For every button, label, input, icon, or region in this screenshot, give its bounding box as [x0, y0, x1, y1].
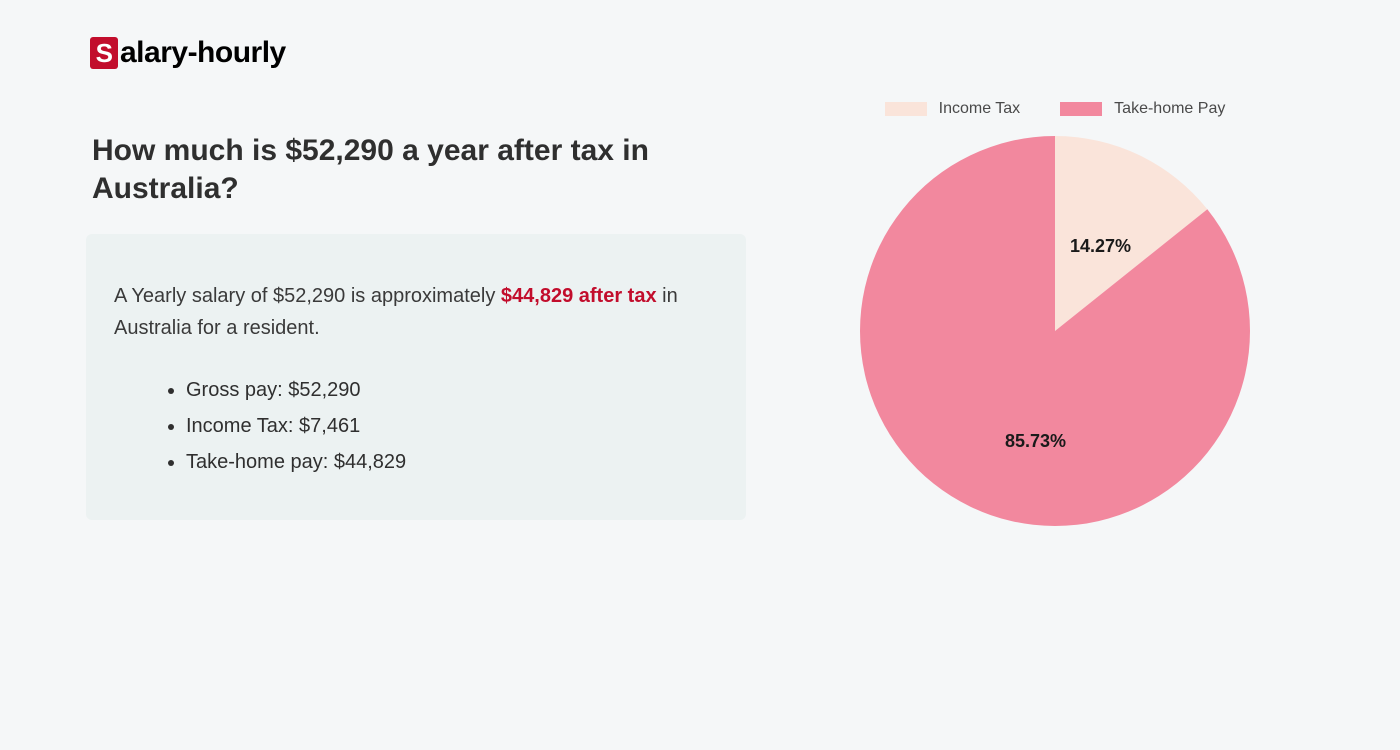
slice-label: 85.73%	[1005, 431, 1066, 452]
brand-logo: Salary-hourly	[90, 36, 286, 70]
logo-badge: S	[90, 37, 118, 69]
list-item: Gross pay: $52,290	[186, 372, 718, 408]
pie-chart-region: Income Tax Take-home Pay 14.27% 85.73%	[830, 100, 1280, 526]
legend-label: Take-home Pay	[1114, 100, 1225, 118]
summary-list: Gross pay: $52,290 Income Tax: $7,461 Ta…	[114, 372, 718, 480]
list-item: Take-home pay: $44,829	[186, 444, 718, 480]
page-title: How much is $52,290 a year after tax in …	[92, 132, 712, 207]
slice-label: 14.27%	[1070, 236, 1131, 257]
legend-item: Income Tax	[885, 100, 1021, 118]
summary-sentence: A Yearly salary of $52,290 is approximat…	[114, 280, 718, 344]
legend-item: Take-home Pay	[1060, 100, 1225, 118]
legend-swatch	[885, 102, 927, 116]
summary-highlight: $44,829 after tax	[501, 285, 657, 307]
pie-chart: 14.27% 85.73%	[860, 136, 1250, 526]
chart-legend: Income Tax Take-home Pay	[830, 100, 1280, 118]
summary-card: A Yearly salary of $52,290 is approximat…	[86, 234, 746, 520]
legend-swatch	[1060, 102, 1102, 116]
legend-label: Income Tax	[939, 100, 1021, 118]
list-item: Income Tax: $7,461	[186, 408, 718, 444]
summary-pre: A Yearly salary of $52,290 is approximat…	[114, 285, 501, 307]
logo-text: alary-hourly	[120, 36, 286, 70]
pie-svg	[860, 136, 1250, 526]
